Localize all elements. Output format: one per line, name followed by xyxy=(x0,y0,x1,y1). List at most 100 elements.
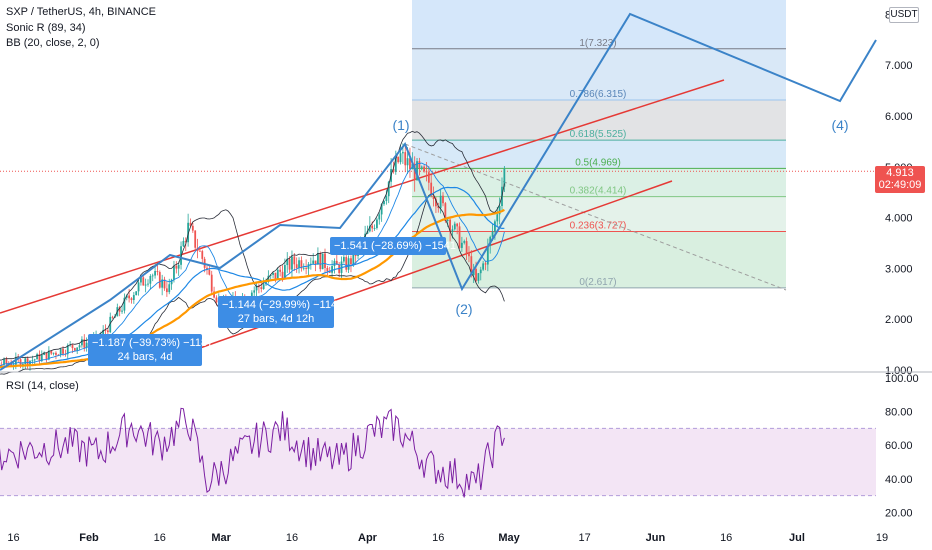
candle-body[interactable] xyxy=(38,354,41,362)
candle-body[interactable] xyxy=(156,271,159,273)
candle-body[interactable] xyxy=(380,204,383,215)
candle-body[interactable] xyxy=(104,329,107,331)
candle-body[interactable] xyxy=(175,265,178,269)
candle-body[interactable] xyxy=(3,359,5,365)
candle-body[interactable] xyxy=(446,219,449,221)
candle-body[interactable] xyxy=(85,342,88,348)
candle-body[interactable] xyxy=(40,354,43,362)
candle-body[interactable] xyxy=(298,260,300,268)
candle-body[interactable] xyxy=(300,260,303,269)
candle-body[interactable] xyxy=(470,256,473,276)
candle-body[interactable] xyxy=(345,257,348,270)
candle-body[interactable] xyxy=(350,258,352,265)
candle-body[interactable] xyxy=(135,291,138,296)
candle-body[interactable] xyxy=(451,229,454,232)
candle-body[interactable] xyxy=(342,257,345,262)
candle-body[interactable] xyxy=(142,277,145,286)
candle-body[interactable] xyxy=(50,350,53,354)
candle-body[interactable] xyxy=(444,203,447,221)
candle-body[interactable] xyxy=(262,284,265,289)
candle-body[interactable] xyxy=(132,295,135,301)
candle-body[interactable] xyxy=(392,169,395,172)
candle-body[interactable] xyxy=(10,363,13,366)
candle-body[interactable] xyxy=(291,256,293,270)
candle-body[interactable] xyxy=(418,161,421,168)
candle-body[interactable] xyxy=(215,297,218,303)
candle-body[interactable] xyxy=(5,359,8,364)
candle-body[interactable] xyxy=(144,284,147,286)
candle-body[interactable] xyxy=(413,163,416,181)
candle-body[interactable] xyxy=(468,252,470,257)
candle-body[interactable] xyxy=(449,219,451,232)
candle-body[interactable] xyxy=(279,269,282,272)
candle-body[interactable] xyxy=(442,195,444,204)
elliott-wave-label[interactable]: (1) xyxy=(392,117,409,133)
elliott-wave-label[interactable]: (2) xyxy=(455,301,472,317)
candle-body[interactable] xyxy=(302,267,305,269)
candle-body[interactable] xyxy=(371,225,374,229)
elliott-wave-label[interactable]: (4) xyxy=(831,117,848,133)
candle-body[interactable] xyxy=(128,295,131,299)
candle-body[interactable] xyxy=(81,339,83,346)
currency-unit-button[interactable]: USDT xyxy=(889,7,919,23)
candle-body[interactable] xyxy=(161,279,164,288)
bollinger-upper-band[interactable] xyxy=(0,130,505,369)
candle-body[interactable] xyxy=(394,157,397,172)
candle-body[interactable] xyxy=(125,295,128,298)
candle-body[interactable] xyxy=(456,223,459,227)
candle-body[interactable] xyxy=(423,166,426,172)
candle-body[interactable] xyxy=(435,199,437,207)
candle-body[interactable] xyxy=(425,171,428,173)
candle-body[interactable] xyxy=(260,287,263,289)
candle-body[interactable] xyxy=(283,265,286,279)
candle-body[interactable] xyxy=(498,205,501,215)
fib-trend-line[interactable] xyxy=(404,143,787,291)
candle-body[interactable] xyxy=(430,182,433,196)
candle-body[interactable] xyxy=(319,253,322,270)
candle-body[interactable] xyxy=(255,285,258,291)
candle-body[interactable] xyxy=(295,264,298,268)
candle-body[interactable] xyxy=(201,251,204,259)
bollinger-legend[interactable]: BB (20, close, 2, 0) xyxy=(6,37,100,49)
candle-body[interactable] xyxy=(317,253,319,265)
candle-body[interactable] xyxy=(378,214,381,220)
candle-body[interactable] xyxy=(305,267,308,269)
candle-body[interactable] xyxy=(140,277,142,283)
candle-body[interactable] xyxy=(269,274,272,276)
candle-body[interactable] xyxy=(208,269,211,275)
rsi-pane[interactable] xyxy=(0,407,876,498)
candle-body[interactable] xyxy=(24,358,27,365)
candle-body[interactable] xyxy=(307,264,310,269)
candle-body[interactable] xyxy=(399,153,402,163)
candle-body[interactable] xyxy=(62,348,64,354)
candle-body[interactable] xyxy=(173,265,175,280)
candle-body[interactable] xyxy=(465,241,468,253)
candle-body[interactable] xyxy=(491,231,494,237)
candle-body[interactable] xyxy=(109,316,112,333)
candle-body[interactable] xyxy=(335,260,338,265)
candle-body[interactable] xyxy=(352,248,355,265)
candle-body[interactable] xyxy=(397,157,400,163)
candle-body[interactable] xyxy=(494,221,496,232)
candle-body[interactable] xyxy=(33,359,36,361)
candle-body[interactable] xyxy=(71,344,74,349)
candle-body[interactable] xyxy=(482,263,485,270)
candle-body[interactable] xyxy=(66,345,69,355)
candle-body[interactable] xyxy=(52,352,55,354)
candle-body[interactable] xyxy=(326,267,329,272)
candle-body[interactable] xyxy=(158,272,161,288)
candle-body[interactable] xyxy=(199,250,201,252)
candle-body[interactable] xyxy=(460,242,463,248)
candle-body[interactable] xyxy=(409,158,411,170)
candle-body[interactable] xyxy=(420,166,423,168)
candle-body[interactable] xyxy=(194,230,197,248)
measure-label-3[interactable]: −1.541 (−28.69%) −1541 xyxy=(330,237,456,255)
candle-body[interactable] xyxy=(432,195,435,200)
candle-body[interactable] xyxy=(276,269,279,279)
price-pane[interactable]: 1(7.323) 0.786(6.315) 0.618(5.525) 0.5(4.96… xyxy=(0,0,877,376)
candle-body[interactable] xyxy=(170,279,173,285)
candle-body[interactable] xyxy=(427,172,430,183)
candle-body[interactable] xyxy=(189,222,192,226)
candle-body[interactable] xyxy=(130,298,133,301)
